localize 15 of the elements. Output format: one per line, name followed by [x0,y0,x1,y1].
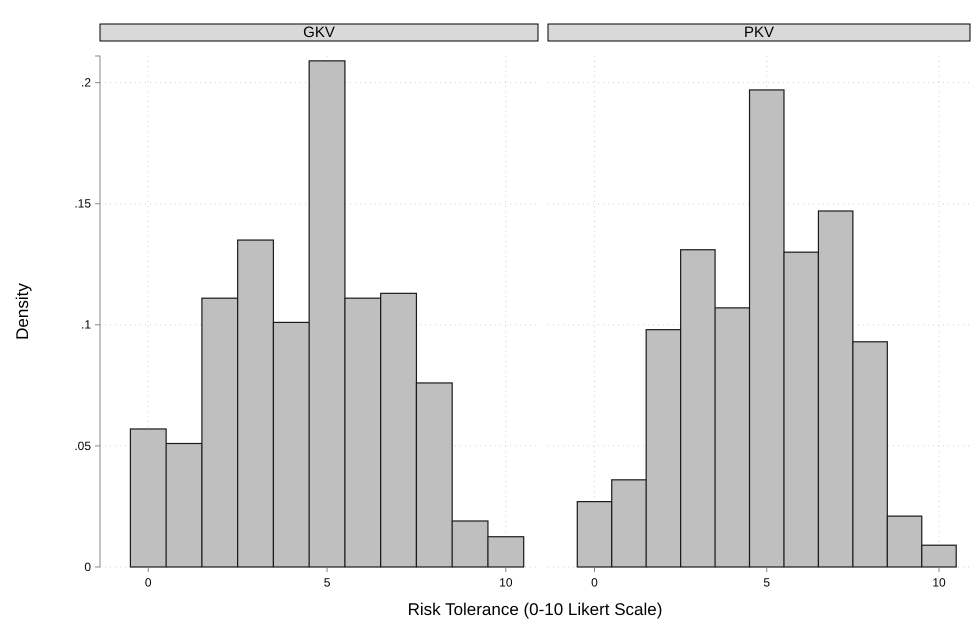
y-axis-title: Density [13,282,32,340]
y-tick-label: .1 [80,318,92,332]
y-tick-label: 0 [84,560,92,574]
chart-title: PKV [744,24,774,41]
x-tick-label: 0 [591,576,598,590]
x-tick-label: 10 [499,576,513,590]
y-tick-label: .05 [74,438,92,453]
x-tick-label: 0 [144,576,152,590]
x-tick-label: 5 [324,576,331,590]
y-tick-label: .15 [74,196,92,211]
x-tick-label: 10 [932,576,946,590]
x-axis-title: Risk Tolerance (0-10 Likert Scale) [408,600,662,619]
y-tick-label: .2 [80,75,92,90]
x-tick-label: 5 [763,576,770,590]
chart-title: GKV [303,24,335,41]
